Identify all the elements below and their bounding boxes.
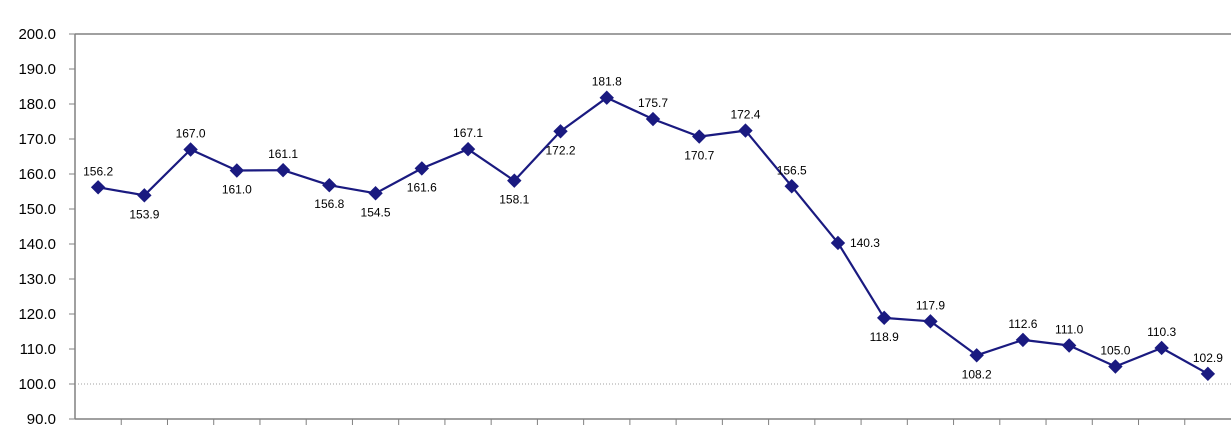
data-point [507,173,522,188]
series-markers-group [90,90,1216,382]
data-point [1200,366,1216,382]
data-label: 156.2 [83,164,113,178]
data-point [229,163,245,178]
data-label: 175.7 [638,96,668,110]
data-label: 140.3 [850,236,880,250]
data-label: 158.1 [499,193,529,207]
data-label: 117.9 [916,298,945,312]
data-labels-group: 156.2 153.9 167.0 161.0 161.1 156.8 154.5 161.6… [83,75,1223,382]
plot-area [75,34,1231,419]
data-point [645,111,661,127]
y-tick-label: 170.0 [18,131,56,148]
data-label: 156.8 [314,197,344,211]
y-tick-label: 160.0 [18,166,56,183]
data-point [137,188,152,203]
data-point [1061,338,1077,353]
data-label: 161.6 [407,180,437,194]
y-tick-label: 110.0 [20,341,56,358]
y-tick-label: 130.0 [18,271,56,288]
y-tick-label: 90.0 [27,411,56,428]
data-label: 172.2 [546,143,576,157]
data-label: 112.6 [1008,317,1037,331]
data-label: 110.3 [1147,325,1176,339]
y-tick-label: 100.0 [18,376,56,393]
data-label: 108.2 [962,367,992,381]
data-point [876,310,892,326]
data-point [90,180,106,195]
data-label: 154.5 [361,205,391,219]
data-point [830,235,846,251]
data-label: 102.9 [1193,351,1223,365]
data-point [368,186,383,201]
data-label: 170.7 [684,149,714,163]
data-point [183,142,198,157]
data-label: 156.5 [777,163,807,177]
data-point [1015,332,1031,348]
data-point [460,141,476,157]
data-point [322,177,337,193]
y-tick-label: 150.0 [18,201,56,218]
data-point [784,179,799,194]
data-point [738,123,753,138]
data-point [969,348,984,363]
data-label: 167.0 [176,127,206,141]
data-label: 105.0 [1100,344,1130,358]
data-label: 172.4 [730,108,760,122]
data-label: 161.1 [268,147,298,161]
data-label: 153.9 [129,207,159,221]
data-point [414,161,430,176]
data-label: 111.0 [1055,323,1084,337]
data-point [692,129,707,144]
y-tick-label: 190.0 [18,61,56,78]
y-tick-label: 180.0 [18,96,56,113]
data-label: 167.1 [453,126,483,140]
y-tick-label: 120.0 [18,306,56,323]
data-point [599,90,614,105]
data-point [923,314,938,329]
data-label: 161.0 [222,183,252,197]
data-point [275,162,291,178]
y-tick-label: 140.0 [18,236,56,253]
data-point [1108,359,1123,374]
data-label: 118.9 [870,330,899,344]
data-point [1154,340,1169,356]
data-point [553,124,568,139]
data-label: 181.8 [592,75,622,89]
y-tick-label: 200.0 [18,26,56,43]
chart-axes: 90.0 100.0 110.0 120.0 130.0 140.0 150.0 160.0 1… [18,26,1231,428]
